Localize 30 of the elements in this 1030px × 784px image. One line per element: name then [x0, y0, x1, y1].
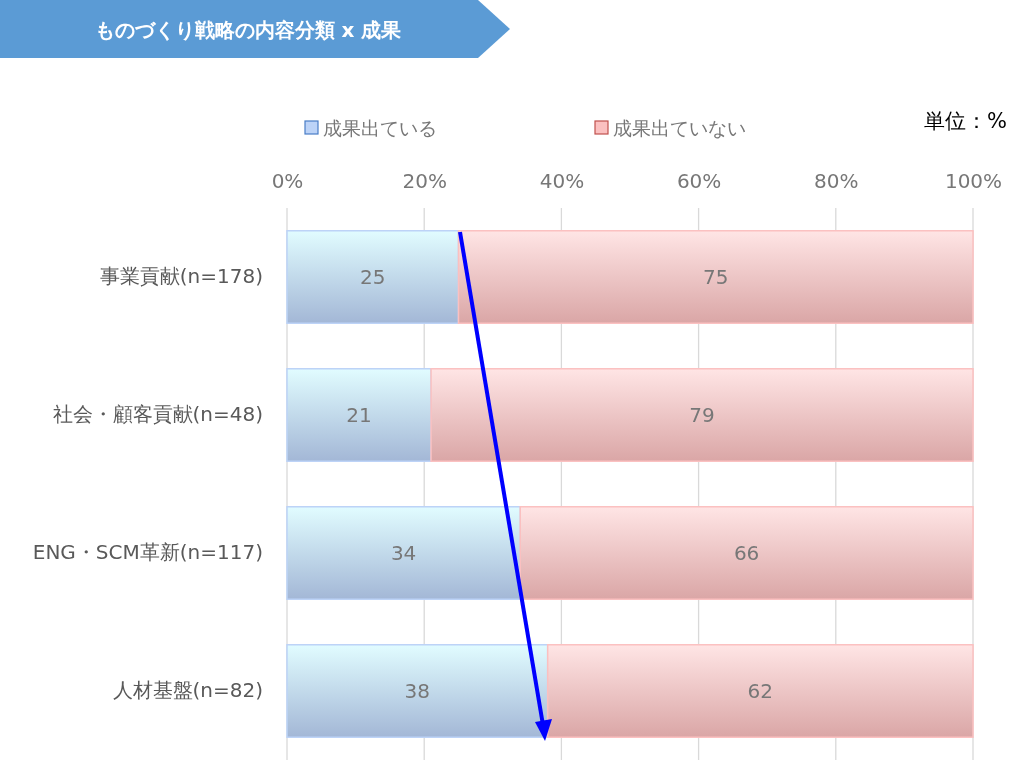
y-tick-label: 事業貢献(n=178)	[99, 264, 263, 289]
x-tick-label: 100%	[944, 169, 1003, 193]
x-tick-label: 60%	[676, 169, 722, 193]
bar	[286, 230, 460, 324]
data-label: 21	[346, 403, 372, 427]
data-label: 25	[360, 265, 386, 289]
x-tick-label: 20%	[402, 169, 447, 193]
data-label: 66	[733, 541, 760, 565]
bar	[519, 506, 974, 600]
data-label: 75	[703, 265, 729, 289]
y-tick-label: 人材基盤(n=82)	[112, 678, 263, 703]
x-tick-label: 80%	[814, 169, 859, 193]
bar	[430, 368, 974, 462]
y-tick-label: ENG・SCM革新(n=117)	[32, 540, 263, 565]
data-label: 62	[747, 679, 774, 703]
data-label: 34	[390, 541, 417, 565]
chart-title: ものづくり戦略の内容分類 x 成果	[94, 18, 403, 42]
text: 単位：%	[924, 109, 1007, 133]
bar	[546, 644, 974, 738]
x-tick-label: 40%	[539, 169, 585, 193]
y-tick-label: 社会・顧客貢献(n=48)	[52, 402, 263, 427]
bar	[286, 368, 432, 462]
bar	[286, 644, 549, 738]
bar	[286, 506, 521, 600]
bar	[457, 230, 974, 324]
legend-label: 成果出ている	[323, 117, 437, 139]
legend-label: 成果出ていない	[613, 117, 746, 139]
data-label: 38	[404, 679, 431, 703]
x-tick-label: 0%	[271, 169, 304, 193]
data-label: 79	[689, 403, 715, 427]
